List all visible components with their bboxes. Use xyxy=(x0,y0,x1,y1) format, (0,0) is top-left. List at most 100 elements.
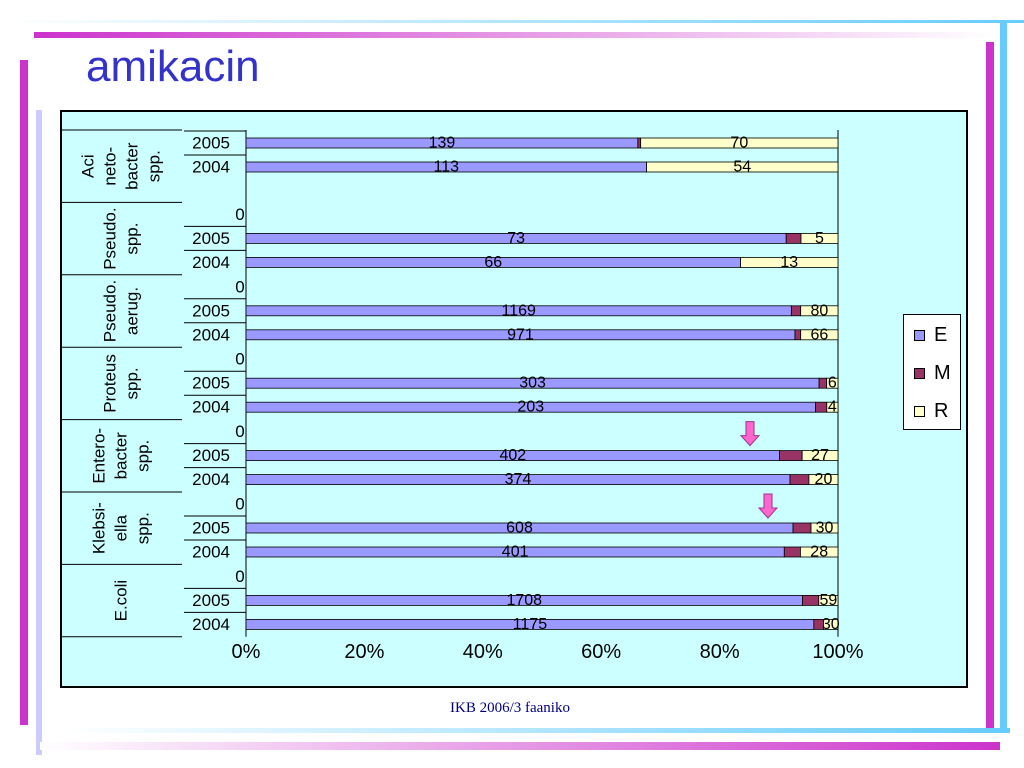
left-lilac-bar xyxy=(36,110,42,755)
highlight-arrow-icon xyxy=(757,493,779,519)
category-label: aerug. xyxy=(123,287,142,335)
year-label: 2004 xyxy=(192,398,230,417)
data-label-r: 6 xyxy=(828,375,837,392)
x-tick-label: 40% xyxy=(463,641,503,663)
zero-row-label: 0 xyxy=(235,277,244,296)
bar-segment-m xyxy=(802,595,820,606)
legend-swatch-r xyxy=(914,406,925,417)
data-label-e: 73 xyxy=(507,230,525,247)
year-label: 2005 xyxy=(192,134,230,153)
bottom-blue-bar xyxy=(60,728,1010,733)
zero-row-label: 0 xyxy=(235,422,244,441)
bar-segment-r xyxy=(823,619,839,630)
data-label-r: 4 xyxy=(828,399,837,416)
year-label: 2005 xyxy=(192,229,230,248)
legend-swatch-e xyxy=(914,330,925,341)
bar-segment-r xyxy=(646,161,839,173)
slide-footer: IKB 2006/3 faaniko xyxy=(450,700,570,716)
bottom-magenta-bar xyxy=(40,742,1000,750)
bar-segment-r xyxy=(800,329,839,341)
year-label: 2005 xyxy=(192,446,230,465)
data-label-r: 54 xyxy=(733,159,751,176)
data-label-r: 13 xyxy=(780,254,798,271)
bar-segment-m xyxy=(792,522,812,534)
bar-segment-r xyxy=(801,450,839,462)
bar-segment-m xyxy=(789,474,810,486)
year-label: 2004 xyxy=(192,325,230,344)
category-label: Proteus xyxy=(101,354,120,413)
data-label-e: 608 xyxy=(506,520,533,537)
year-label: 2005 xyxy=(192,301,230,320)
data-label-e: 374 xyxy=(505,471,532,488)
zero-row-label: 0 xyxy=(235,495,244,514)
year-label: 2005 xyxy=(192,374,230,393)
category-label: bacter xyxy=(112,432,131,480)
bar-segment-m xyxy=(779,450,803,462)
data-label-e: 66 xyxy=(484,254,502,271)
category-label: bacter xyxy=(123,142,142,190)
top-thin-line xyxy=(0,20,1024,23)
bar-segment-r xyxy=(740,256,839,268)
zero-row-label: 0 xyxy=(235,350,244,369)
left-magenta-bar xyxy=(20,60,28,725)
data-label-r: 80 xyxy=(810,302,828,319)
category-label: neto- xyxy=(101,147,120,186)
x-tick-label: 0% xyxy=(232,641,261,663)
category-label: Pseudo. xyxy=(101,207,120,269)
data-label-r: 70 xyxy=(730,135,748,152)
x-tick-label: 100% xyxy=(812,641,863,663)
data-label-e: 401 xyxy=(502,544,529,561)
category-label: E.coli xyxy=(112,580,131,622)
top-gradient-bar xyxy=(34,32,994,38)
legend: E M R xyxy=(903,314,961,430)
category-label: Klebsi- xyxy=(90,502,109,554)
year-label: 2004 xyxy=(192,253,230,272)
category-label: spp. xyxy=(145,150,164,182)
bar-segment-m xyxy=(818,377,828,389)
legend-label-m: M xyxy=(934,362,951,384)
highlight-arrow-icon xyxy=(739,421,761,447)
year-label: 2004 xyxy=(192,543,230,562)
legend-swatch-m xyxy=(914,368,925,379)
legend-label-r: R xyxy=(934,400,949,422)
category-label: spp. xyxy=(134,512,153,544)
data-label-e: 203 xyxy=(517,399,544,416)
slide-title: amikacin xyxy=(86,42,260,91)
bar-segment-r xyxy=(826,377,839,389)
data-label-r: 59 xyxy=(819,592,837,609)
x-tick-label: 20% xyxy=(344,641,384,663)
data-label-e: 303 xyxy=(519,375,546,392)
bar-segment-r xyxy=(810,522,839,534)
bar-segment-r xyxy=(826,401,839,413)
category-label: ella xyxy=(112,514,131,541)
year-label: 2005 xyxy=(192,519,230,538)
year-label: 2004 xyxy=(192,470,230,489)
data-label-e: 1175 xyxy=(513,616,548,633)
data-label-r: 20 xyxy=(815,471,833,488)
data-label-r: 28 xyxy=(810,544,828,561)
legend-label-e: E xyxy=(934,324,948,346)
right-blue-bar xyxy=(1000,20,1007,732)
bar-segment-m xyxy=(790,305,802,317)
category-label: spp. xyxy=(134,440,153,472)
category-label: Aci xyxy=(79,154,98,178)
bar-segment-r xyxy=(800,305,839,317)
bar-segment-r xyxy=(800,546,839,558)
bar-segment-r xyxy=(640,137,839,149)
data-label-r: 66 xyxy=(810,326,828,343)
x-tick-label: 60% xyxy=(581,641,621,663)
data-label-e: 402 xyxy=(499,447,526,464)
right-magenta-bar xyxy=(986,42,994,732)
data-label-r: 27 xyxy=(811,447,829,464)
data-label-e: 971 xyxy=(507,326,534,343)
year-label: 2004 xyxy=(192,158,230,177)
bar-segment-m xyxy=(637,137,642,149)
category-label: spp. xyxy=(123,223,142,255)
bar-segment-m xyxy=(815,401,828,413)
category-label: Pseudo. xyxy=(101,280,120,342)
data-label-r: 30 xyxy=(822,616,840,633)
x-tick-label: 80% xyxy=(700,641,740,663)
bar-segment-m xyxy=(783,546,801,558)
bar-segment-m xyxy=(785,232,802,244)
